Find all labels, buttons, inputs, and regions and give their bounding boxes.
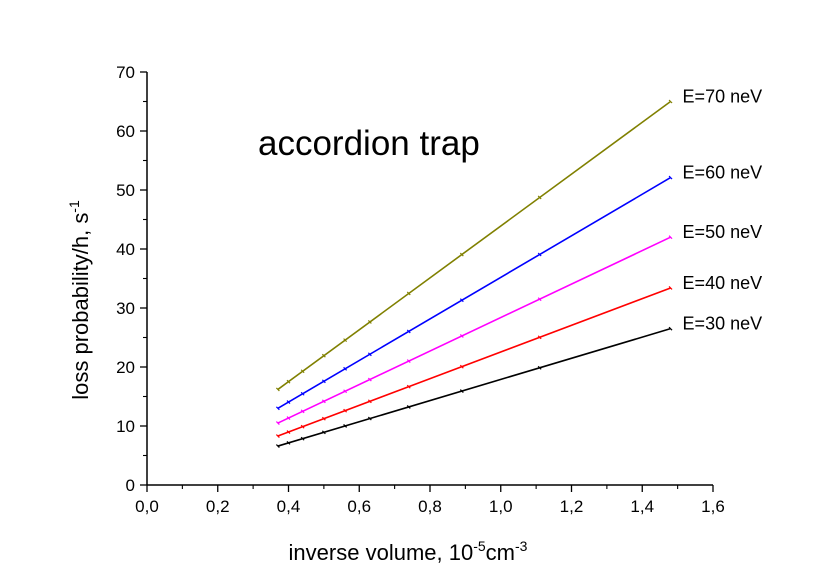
x-tick-label: 0,0 (135, 497, 159, 516)
y-tick-label: 40 (116, 240, 135, 259)
series-line (277, 327, 671, 447)
series-label: E=70 neV (683, 87, 763, 107)
series-point (459, 334, 464, 338)
y-tick-label: 0 (126, 476, 135, 495)
series-line (277, 236, 671, 424)
series-point (275, 406, 280, 411)
y-axis-title: loss probability/h, s-1 (66, 200, 93, 400)
series-point (537, 335, 542, 340)
series-point (668, 286, 673, 290)
x-axis-title: inverse volume, 10-5cm-3 (289, 538, 528, 565)
series-point (275, 387, 280, 392)
series-label: E=30 neV (683, 314, 763, 334)
series-point (406, 384, 411, 389)
series-point (275, 444, 280, 448)
series-point (459, 364, 464, 369)
series-point (300, 436, 305, 441)
series-point (343, 408, 348, 413)
series-point (459, 252, 464, 257)
series-point (300, 424, 305, 429)
x-tick-label: 1,6 (701, 497, 725, 516)
series-point (537, 195, 542, 200)
y-tick-label: 70 (116, 63, 135, 82)
series-point (300, 391, 305, 396)
series-point (537, 365, 542, 370)
series-point (286, 379, 291, 384)
series-point (537, 297, 542, 302)
x-tick-label: 1,4 (630, 497, 654, 516)
series-point (537, 252, 542, 257)
y-tick-label: 10 (116, 417, 135, 436)
series-point (367, 352, 372, 357)
series-point (321, 399, 326, 404)
series-label: E=60 neV (683, 163, 763, 183)
series-line (277, 176, 671, 409)
series-point (406, 329, 411, 334)
series-point (343, 338, 348, 343)
series-point (668, 175, 673, 180)
x-tick-label: 1,2 (560, 497, 584, 516)
series-point (406, 404, 411, 409)
series-point (321, 379, 326, 384)
series-point (300, 409, 305, 414)
series-line (277, 100, 672, 391)
axes: 0,0 0,2 0,4 0,6 0,8 1,0 1,2 1,4 1,6 0 10 20 30 40 50 60… (116, 63, 725, 516)
x-tick-label: 1,0 (489, 497, 513, 516)
series-point (321, 430, 326, 435)
series-point (459, 298, 464, 303)
series-point (668, 326, 673, 331)
x-tick-label: 0,4 (277, 497, 301, 516)
chart-title: accordion trap (258, 124, 480, 163)
series-point (343, 389, 348, 394)
series-point (275, 421, 280, 425)
series-label: E=50 neV (683, 222, 763, 242)
series-point (406, 291, 411, 296)
series-point (367, 416, 372, 421)
series-point (286, 416, 291, 420)
series-point (367, 377, 372, 382)
series-point (286, 430, 291, 434)
series-point (406, 359, 411, 364)
series-point (343, 366, 348, 371)
series-point (367, 399, 372, 404)
y-tick-label: 30 (116, 299, 135, 318)
series-point (286, 440, 291, 445)
series-point (668, 235, 673, 240)
series-point (343, 424, 348, 428)
series-point (300, 369, 305, 374)
y-tick-label: 50 (116, 181, 135, 200)
series-layer (275, 99, 673, 448)
series-point (367, 320, 372, 324)
series-point (668, 99, 673, 104)
x-tick-label: 0,6 (347, 497, 371, 516)
series-point (321, 416, 326, 421)
series-point (286, 400, 291, 404)
series-label: E=40 neV (683, 273, 763, 293)
x-tick-label: 0,2 (206, 497, 230, 516)
y-tick-label: 20 (116, 358, 135, 377)
x-tick-label: 0,8 (418, 497, 442, 516)
y-tick-label: 60 (116, 122, 135, 141)
series-labels: E=70 neV E=60 neV E=50 neV E=40 neV E=30 neV (683, 87, 763, 334)
series-point (459, 389, 464, 393)
series-point (321, 353, 326, 358)
series-line (277, 287, 671, 437)
series-point (275, 434, 280, 438)
